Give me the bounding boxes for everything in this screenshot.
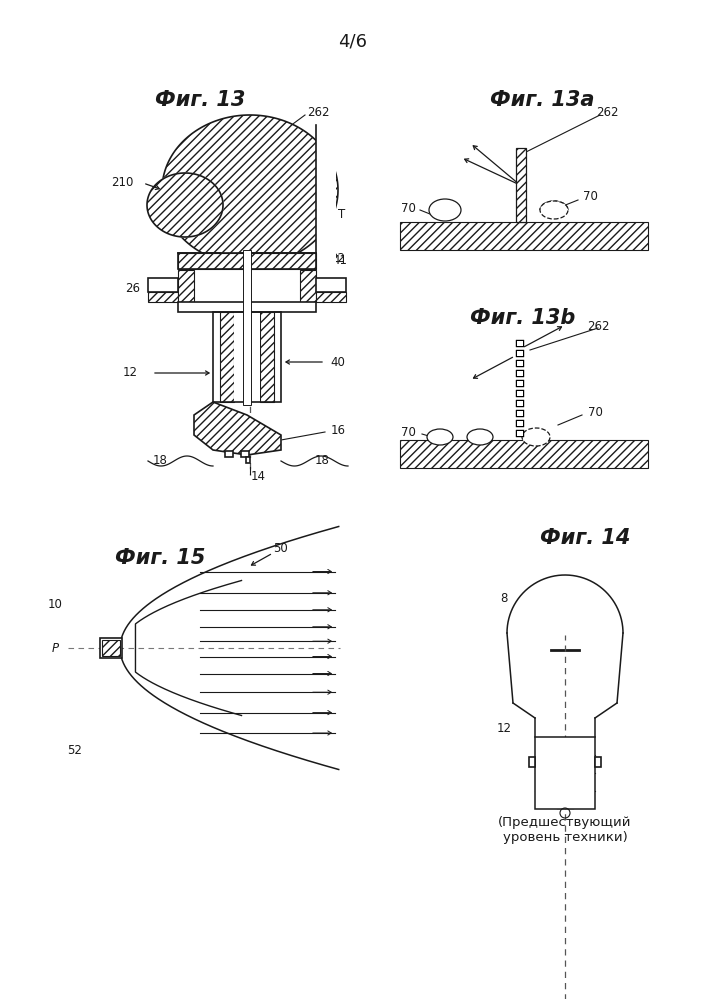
- Bar: [148, 292, 178, 302]
- Bar: [595, 757, 601, 767]
- Bar: [260, 312, 274, 402]
- Text: 22: 22: [330, 252, 345, 265]
- Bar: [316, 120, 336, 270]
- Bar: [517, 391, 523, 396]
- Text: 262: 262: [596, 106, 618, 119]
- Bar: [178, 270, 194, 302]
- Bar: [516, 148, 526, 222]
- Text: 50: 50: [273, 541, 287, 554]
- Text: Фиг. 15: Фиг. 15: [115, 548, 205, 568]
- Bar: [220, 312, 234, 402]
- Bar: [516, 400, 524, 407]
- Polygon shape: [194, 402, 281, 455]
- Ellipse shape: [540, 201, 568, 219]
- Text: P: P: [52, 641, 59, 654]
- Bar: [517, 351, 523, 356]
- Bar: [516, 390, 524, 397]
- Bar: [243, 250, 251, 405]
- Bar: [535, 737, 595, 809]
- Text: 12: 12: [123, 367, 138, 380]
- Text: 10: 10: [47, 598, 62, 611]
- Bar: [225, 451, 233, 457]
- Text: 4/6: 4/6: [338, 33, 368, 51]
- Bar: [300, 270, 316, 302]
- Bar: [148, 278, 178, 292]
- Text: 70: 70: [582, 190, 597, 203]
- Ellipse shape: [522, 428, 550, 446]
- Bar: [517, 341, 523, 346]
- Ellipse shape: [429, 199, 461, 221]
- Text: 40: 40: [330, 356, 345, 369]
- Bar: [529, 757, 535, 767]
- Polygon shape: [147, 173, 223, 237]
- Text: 52: 52: [68, 743, 83, 756]
- Bar: [246, 457, 250, 463]
- Bar: [178, 253, 316, 269]
- Bar: [517, 371, 523, 376]
- Text: 16: 16: [330, 424, 345, 437]
- Text: Фиг. 14: Фиг. 14: [540, 528, 630, 548]
- Text: 70: 70: [400, 202, 415, 215]
- Text: 41: 41: [333, 254, 347, 267]
- Bar: [178, 302, 316, 312]
- Text: 14: 14: [251, 471, 265, 484]
- Text: 12: 12: [496, 721, 512, 734]
- Text: (Предшествующий
уровень техники): (Предшествующий уровень техники): [498, 816, 632, 844]
- Text: T: T: [338, 208, 346, 221]
- Bar: [517, 381, 523, 386]
- Bar: [516, 410, 524, 417]
- Text: Фиг. 13b: Фиг. 13b: [470, 308, 575, 328]
- Text: 8: 8: [501, 591, 508, 604]
- Bar: [517, 431, 523, 436]
- Ellipse shape: [467, 429, 493, 445]
- Text: 262: 262: [306, 106, 329, 119]
- Bar: [241, 451, 249, 457]
- Bar: [517, 361, 523, 366]
- Text: Фиг. 13: Фиг. 13: [155, 90, 245, 110]
- Bar: [178, 253, 316, 269]
- Text: 70: 70: [587, 406, 602, 419]
- Bar: [517, 421, 523, 426]
- Bar: [316, 278, 346, 292]
- Text: 26: 26: [126, 282, 140, 295]
- Polygon shape: [147, 173, 223, 237]
- Bar: [234, 312, 260, 402]
- Text: 262: 262: [587, 320, 609, 333]
- Text: 18: 18: [315, 454, 330, 467]
- Bar: [400, 222, 648, 250]
- Bar: [102, 640, 120, 656]
- Text: 18: 18: [152, 454, 167, 467]
- Text: 70: 70: [400, 426, 415, 439]
- Bar: [517, 411, 523, 416]
- Bar: [516, 420, 524, 427]
- Polygon shape: [194, 402, 281, 455]
- Bar: [516, 380, 524, 387]
- Text: Фиг. 13а: Фиг. 13а: [490, 90, 594, 110]
- Bar: [516, 360, 524, 367]
- Polygon shape: [162, 115, 338, 265]
- Bar: [213, 312, 281, 402]
- Text: L: L: [222, 124, 228, 137]
- Text: 210: 210: [111, 176, 133, 189]
- Bar: [516, 430, 524, 437]
- Bar: [400, 440, 648, 468]
- Bar: [100, 638, 122, 658]
- Bar: [516, 340, 524, 347]
- Bar: [516, 350, 524, 357]
- Bar: [516, 370, 524, 377]
- Ellipse shape: [427, 429, 453, 445]
- Bar: [517, 401, 523, 406]
- Polygon shape: [162, 115, 338, 265]
- Bar: [316, 292, 346, 302]
